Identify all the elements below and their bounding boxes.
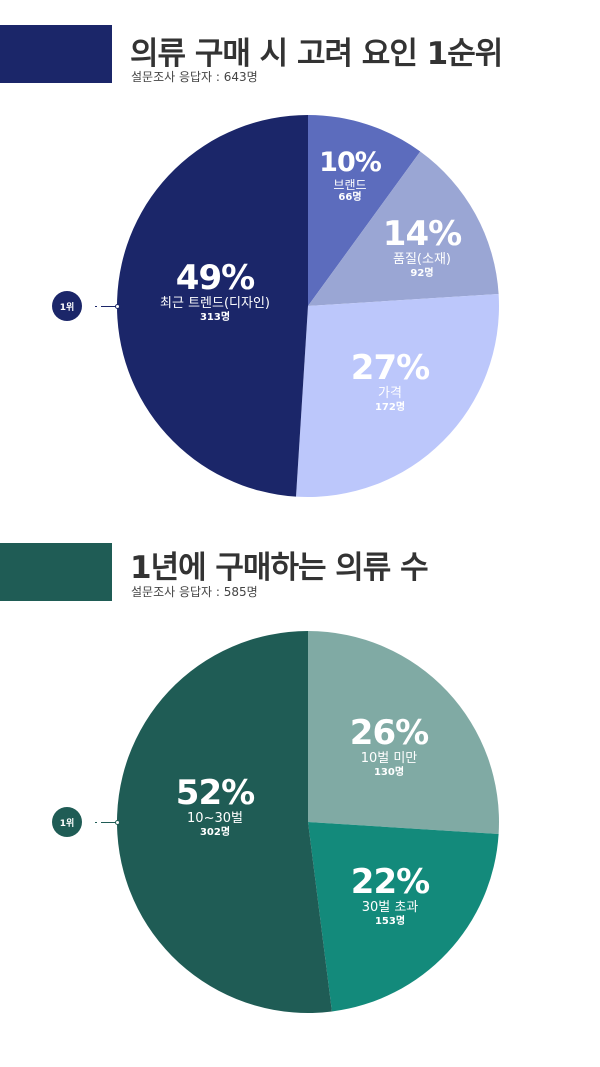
slice-count: 153명 [374, 916, 406, 927]
chart-subtitle: 설문조사 응답자 : 643명 [131, 70, 258, 84]
pie-slice [308, 822, 499, 1012]
connector-dot [115, 304, 120, 309]
slice-category: 10~30벌 [187, 811, 243, 826]
slice-label-10-30: 52% 10~30벌 302명 [175, 773, 255, 839]
slice-category: 10벌 미만 [360, 751, 418, 766]
pie-chart [116, 115, 500, 497]
section-annual-clothing-count: 1년에 구매하는 의류 수 설문조사 응답자 : 585명 1위 52% 10~… [0, 520, 600, 1067]
slice-percent: 52% [175, 773, 255, 813]
slice-percent: 14% [382, 214, 462, 254]
pie-slice [296, 294, 500, 497]
slice-label-over-30: 22% 30벌 초과 153명 [350, 862, 430, 928]
slice-category: 최근 트렌드(디자인) [160, 296, 270, 311]
chart-title: 의류 구매 시 고려 요인 1순위 [130, 36, 503, 72]
slice-count: 130명 [373, 767, 405, 778]
slice-label-price: 27% 가격 172명 [350, 348, 430, 414]
slice-label-quality: 14% 품질(소재) 92명 [382, 214, 462, 280]
section-clothing-purchase-factors: 의류 구매 시 고려 요인 1순위 설문조사 응답자 : 643명 1위 49%… [0, 0, 600, 520]
slice-count: 66명 [338, 192, 362, 203]
slice-label-under-10: 26% 10벌 미만 130명 [349, 713, 429, 779]
slice-category: 가격 [378, 386, 402, 401]
connector-dash [95, 306, 97, 307]
connector-dot [115, 820, 120, 825]
slice-percent: 49% [175, 258, 255, 298]
connector-dash [95, 822, 97, 823]
slice-percent: 22% [350, 862, 430, 902]
chart-title: 1년에 구매하는 의류 수 [130, 550, 429, 586]
slice-label-trend: 49% 최근 트렌드(디자인) 313명 [160, 260, 270, 324]
slice-percent: 27% [350, 348, 430, 388]
slice-count: 92명 [410, 268, 434, 279]
rank-badge: 1위 [52, 291, 82, 321]
slice-category: 30벌 초과 [361, 900, 419, 915]
connector-line [101, 306, 117, 307]
title-color-band [0, 25, 112, 83]
slice-count: 302명 [199, 827, 231, 838]
slice-percent: 26% [349, 713, 429, 753]
pie-slice [308, 631, 499, 834]
slice-count: 172명 [374, 402, 406, 413]
pie-chart [117, 631, 499, 1013]
pie-slice [308, 115, 421, 306]
slice-category: 브랜드 [333, 178, 367, 192]
slice-percent: 10% [319, 147, 382, 178]
pie-slice [308, 151, 499, 306]
pie-slice [117, 631, 332, 1013]
rank-badge: 1위 [52, 807, 82, 837]
title-color-band [0, 543, 112, 601]
connector-line [101, 822, 117, 823]
chart-subtitle: 설문조사 응답자 : 585명 [131, 585, 258, 599]
slice-label-brand: 10% 브랜드 66명 [319, 147, 382, 204]
pie-slice [116, 115, 308, 497]
slice-category: 품질(소재) [393, 252, 451, 267]
slice-count: 313명 [199, 312, 231, 323]
